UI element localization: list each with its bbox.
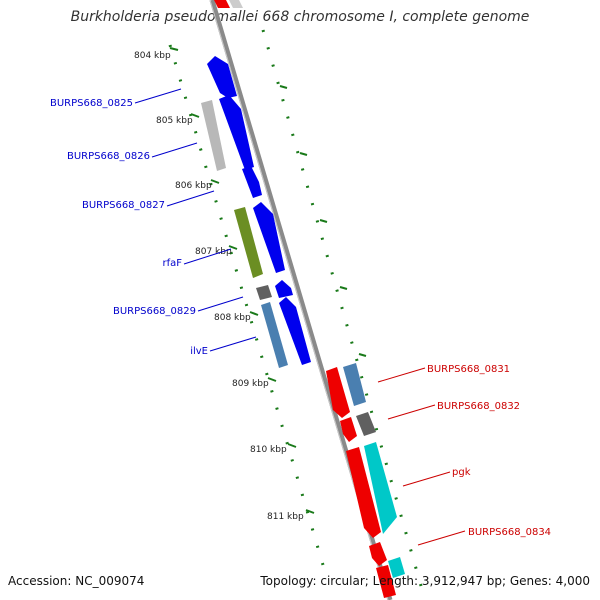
tick-label: 810 kbp bbox=[250, 445, 287, 455]
label-burps668-0834[interactable]: BURPS668_0834 bbox=[417, 527, 551, 546]
leader-line bbox=[209, 336, 257, 352]
tick-809: 809 kbp bbox=[232, 377, 277, 389]
gene-burps668-0827[interactable] bbox=[242, 166, 262, 198]
accession-label: Accession: NC_009074 bbox=[8, 574, 145, 588]
tick-806: 806 kbp bbox=[175, 179, 220, 191]
tick-label: 811 kbp bbox=[267, 512, 304, 522]
left-guide-line bbox=[168, 44, 325, 566]
track-mark bbox=[299, 152, 308, 156]
label-burps668-0826[interactable]: BURPS668_0826 bbox=[67, 142, 198, 162]
top-partial-features bbox=[214, 0, 243, 8]
gene-label[interactable]: BURPS668_0825 bbox=[50, 98, 133, 109]
grey-feature-0825[interactable] bbox=[201, 100, 226, 171]
reverse-cds-partial bbox=[214, 0, 230, 8]
gene-label[interactable]: BURPS668_0831 bbox=[427, 364, 510, 375]
label-burps668-0831[interactable]: BURPS668_0831 bbox=[377, 364, 510, 383]
gene-label[interactable]: BURPS668_0834 bbox=[468, 527, 551, 538]
leader-line bbox=[402, 471, 451, 487]
label-burps668-0827[interactable]: BURPS668_0827 bbox=[82, 190, 215, 211]
track-mark bbox=[339, 286, 348, 290]
gene-label[interactable]: BURPS668_0827 bbox=[82, 200, 165, 211]
gene-label: pgk bbox=[452, 467, 471, 478]
track-mark bbox=[279, 85, 288, 89]
gene-rfaf[interactable] bbox=[253, 202, 285, 273]
tick-808: 808 kbp bbox=[214, 311, 259, 323]
tick-807: 807 kbp bbox=[195, 245, 238, 257]
gene-label: rfaF bbox=[162, 258, 182, 269]
tick-mark bbox=[210, 179, 220, 184]
track-mark bbox=[358, 353, 367, 357]
tick-label: 808 kbp bbox=[214, 313, 251, 323]
map-title: Burkholderia pseudomallei 668 chromosome… bbox=[70, 9, 530, 25]
gene-burps668-0826[interactable] bbox=[219, 95, 254, 170]
dark-feature-0832[interactable] bbox=[356, 412, 376, 436]
tick-mark bbox=[305, 509, 315, 514]
gene-rfaf-olive[interactable] bbox=[234, 207, 263, 278]
forward-features bbox=[201, 56, 311, 368]
gene-burps668-0832[interactable] bbox=[340, 417, 357, 442]
tick-mark bbox=[228, 245, 238, 250]
gene-label[interactable]: BURPS668_0832 bbox=[437, 401, 520, 412]
tick-805: 805 kbp bbox=[156, 113, 200, 126]
gene-burps668-0831[interactable] bbox=[326, 367, 350, 418]
label-rfaf[interactable]: rfaF bbox=[162, 248, 232, 269]
tick-810: 810 kbp bbox=[250, 443, 297, 455]
tick-label: 805 kbp bbox=[156, 116, 193, 126]
leader-line bbox=[151, 142, 198, 158]
scale-ticks: 804 kbp 805 kbp 806 kbp 807 kbp 808 kbp … bbox=[134, 47, 315, 522]
steel-feature-ilve[interactable] bbox=[261, 302, 288, 368]
tick-mark bbox=[249, 311, 259, 316]
leader-line bbox=[183, 248, 232, 265]
tick-811: 811 kbp bbox=[267, 509, 315, 522]
tick-label: 804 kbp bbox=[134, 51, 171, 61]
label-pgk[interactable]: pgk bbox=[402, 467, 471, 487]
tick-804: 804 kbp bbox=[134, 47, 179, 61]
gene-burps668-0825[interactable] bbox=[207, 56, 237, 98]
leader-line bbox=[377, 367, 426, 383]
left-labels: BURPS668_0825 BURPS668_0826 BURPS668_082… bbox=[50, 88, 257, 357]
gene-label[interactable]: BURPS668_0829 bbox=[113, 306, 196, 317]
label-burps668-0832[interactable]: BURPS668_0832 bbox=[387, 401, 520, 420]
tick-mark bbox=[287, 443, 297, 448]
tick-label: 806 kbp bbox=[175, 181, 212, 191]
tick-mark bbox=[169, 47, 179, 51]
tick-label: 807 kbp bbox=[195, 247, 232, 257]
leader-line bbox=[387, 404, 436, 420]
genome-summary: Topology: circular; Length: 3,912,947 bp… bbox=[260, 574, 590, 588]
gene-burps668-0829[interactable] bbox=[275, 280, 293, 298]
right-labels: BURPS668_0831 BURPS668_0832 pgk BURPS668… bbox=[377, 364, 551, 546]
leader-line bbox=[197, 296, 244, 312]
label-burps668-0825[interactable]: BURPS668_0825 bbox=[50, 88, 182, 109]
leader-line bbox=[417, 530, 466, 546]
grey-feature-partial bbox=[229, 0, 243, 8]
gene-ilve[interactable] bbox=[279, 297, 311, 365]
gene-pgk[interactable] bbox=[346, 447, 381, 538]
gene-label[interactable]: BURPS668_0826 bbox=[67, 151, 150, 162]
steel-feature-0831[interactable] bbox=[343, 363, 366, 406]
tick-mark bbox=[267, 377, 277, 382]
tick-mark bbox=[190, 113, 200, 118]
label-ilve[interactable]: ilvE bbox=[190, 336, 257, 357]
track-mark bbox=[319, 219, 328, 223]
gene-label: ilvE bbox=[190, 346, 208, 357]
gene-burps668-0834[interactable] bbox=[369, 542, 387, 566]
tick-label: 809 kbp bbox=[232, 379, 269, 389]
reverse-cds-bottom[interactable] bbox=[376, 565, 396, 598]
guide-lines bbox=[168, 29, 427, 600]
leader-line bbox=[166, 190, 215, 207]
leader-line bbox=[134, 88, 182, 104]
right-track-marks bbox=[279, 85, 367, 357]
gene-burps668-0829-dark[interactable] bbox=[256, 285, 272, 300]
cyan-feature-0834[interactable] bbox=[388, 557, 405, 578]
cyan-feature-pgk[interactable] bbox=[364, 442, 397, 534]
reverse-features bbox=[326, 363, 405, 598]
label-burps668-0829[interactable]: BURPS668_0829 bbox=[113, 296, 244, 317]
